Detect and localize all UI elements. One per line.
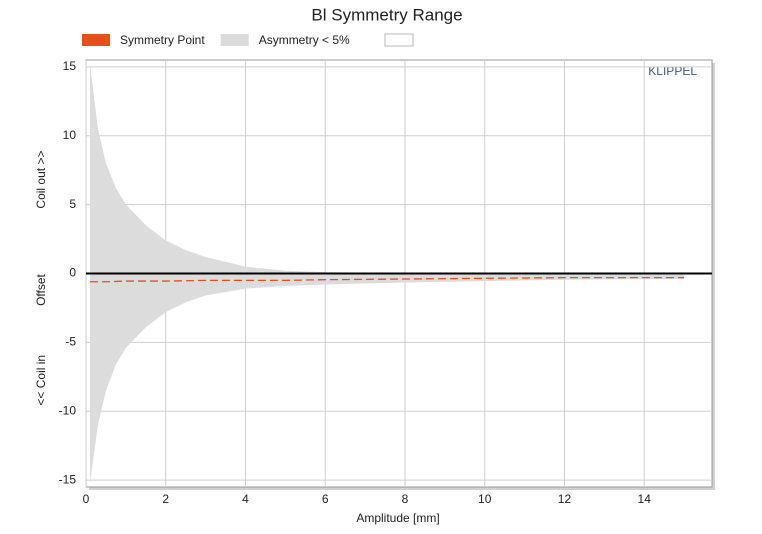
y-tick-label: -15 xyxy=(59,472,77,486)
legend-label: Symmetry Point xyxy=(120,33,205,47)
x-tick-label: 14 xyxy=(638,492,652,506)
legend-empty-swatch xyxy=(384,33,414,47)
symmetry-line xyxy=(89,276,685,283)
x-tick-label: 6 xyxy=(322,492,329,506)
x-tick-label: 10 xyxy=(478,492,492,506)
y-tick-label: -5 xyxy=(65,335,76,349)
y-tick-label: -10 xyxy=(59,403,77,417)
legend-swatch xyxy=(220,34,249,46)
y-tick-label: 0 xyxy=(69,266,76,280)
x-tick-label: 4 xyxy=(242,492,249,506)
y-axis-label: << Coil in xyxy=(34,355,48,406)
y-axis-label: Coil out >> xyxy=(34,151,48,209)
y-tick-label: 10 xyxy=(63,128,77,142)
y-tick-label: 5 xyxy=(69,197,76,211)
x-tick-label: 0 xyxy=(83,492,90,506)
x-tick-label: 8 xyxy=(402,492,409,506)
y-tick-label: 15 xyxy=(63,59,77,73)
y-axis-label: Offset xyxy=(34,273,48,305)
chart-title: Bl Symmetry Range xyxy=(311,5,462,24)
legend-swatch xyxy=(82,34,110,46)
x-tick-label: 12 xyxy=(558,492,572,506)
watermark: KLIPPEL xyxy=(648,64,697,78)
x-tick-label: 2 xyxy=(162,492,169,506)
x-axis-label: Amplitude [mm] xyxy=(356,511,439,525)
legend-label: Asymmetry < 5% xyxy=(259,33,350,47)
